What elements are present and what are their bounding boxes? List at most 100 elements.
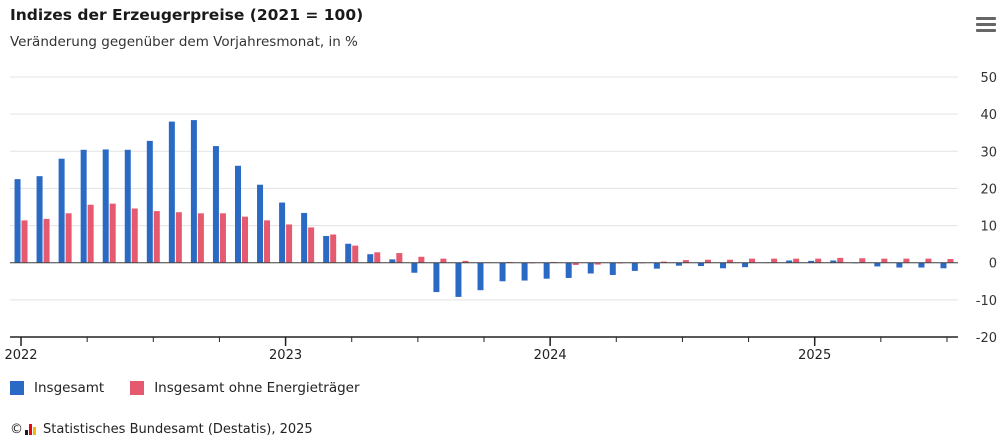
bar-insgesamt [102, 149, 109, 263]
bar-ohne-energie [264, 220, 271, 263]
bar-ohne-energie [572, 262, 579, 265]
y-tick-label: 10 [980, 220, 997, 235]
x-tick-label: 2023 [269, 348, 302, 363]
bar-insgesamt [367, 254, 374, 263]
bar-insgesamt [786, 260, 793, 263]
bar-insgesamt [124, 149, 131, 263]
chart-title: Indizes der Erzeugerpreise (2021 = 100) [10, 6, 364, 24]
bar-ohne-energie [308, 227, 315, 263]
y-tick-label: 20 [980, 182, 997, 197]
bar-insgesamt [653, 262, 660, 269]
bar-insgesamt [697, 262, 704, 267]
bar-insgesamt [587, 262, 594, 274]
bar-ohne-energie [594, 262, 601, 265]
source-text: Statistisches Bundesamt (Destatis), 2025 [43, 422, 313, 437]
bar-ohne-energie [660, 261, 667, 263]
bar-insgesamt [80, 149, 87, 263]
bar-insgesamt [58, 158, 65, 263]
bar-ohne-energie [352, 245, 359, 263]
bar-insgesamt [323, 235, 330, 263]
bar-ohne-energie [418, 256, 425, 263]
bar-insgesamt [14, 179, 21, 263]
bar-ohne-energie [925, 258, 932, 263]
bar-ohne-energie [771, 258, 778, 263]
bar-ohne-energie [440, 258, 447, 263]
x-tick-label: 2024 [534, 348, 567, 363]
bar-ohne-energie [903, 258, 910, 263]
bar-ohne-energie [330, 234, 337, 263]
bar-ohne-energie [286, 224, 293, 263]
bar-ohne-energie [131, 208, 138, 263]
bar-insgesamt [257, 184, 264, 263]
destatis-logo-icon [25, 424, 37, 435]
bar-ohne-energie [21, 220, 28, 263]
bar-insgesamt [455, 262, 462, 297]
bar-insgesamt [411, 262, 418, 273]
bar-ohne-energie [109, 203, 116, 263]
bar-insgesamt [212, 146, 219, 263]
bar-ohne-energie [815, 258, 822, 263]
bar-ohne-energie [396, 253, 403, 263]
bar-ohne-energie [727, 259, 734, 263]
bar-ohne-energie [704, 259, 711, 263]
bar-insgesamt [830, 260, 837, 263]
bar-ohne-energie [947, 259, 954, 263]
bar-insgesamt [190, 120, 197, 263]
bar-insgesamt [940, 262, 947, 269]
bar-insgesamt [36, 176, 43, 263]
legend-item-insgesamt[interactable]: Insgesamt [10, 380, 104, 396]
bar-ohne-energie [881, 258, 888, 263]
bar-insgesamt [896, 262, 903, 268]
bar-insgesamt [234, 165, 241, 263]
y-tick-label: -20 [976, 331, 997, 346]
bar-insgesamt [609, 262, 616, 275]
bar-insgesamt [675, 262, 682, 266]
legend-item-ohne-energie[interactable]: Insgesamt ohne Energieträger [130, 380, 360, 396]
bar-ohne-energie [197, 213, 204, 263]
bar-ohne-energie [793, 258, 800, 263]
copyright-symbol: © [10, 422, 23, 437]
bar-insgesamt [631, 262, 638, 271]
bar-ohne-energie [682, 260, 689, 263]
bar-ohne-energie [837, 257, 844, 263]
bar-chart: -20 -10 0 10 20 30 40 50 2022 2023 2024 2025 [4, 71, 997, 363]
bar-ohne-energie [462, 260, 469, 263]
legend-label-ohne-energie: Insgesamt ohne Energieträger [154, 380, 360, 396]
y-tick-label: 50 [980, 71, 997, 86]
legend: Insgesamt Insgesamt ohne Energieträger [10, 380, 386, 396]
x-tick-label: 2022 [4, 348, 37, 363]
bar-ohne-energie [219, 213, 226, 263]
bar-ohne-energie [153, 211, 160, 263]
chart-subtitle: Veränderung gegenüber dem Vorjahresmonat… [10, 34, 358, 50]
y-tick-label: -10 [976, 294, 997, 309]
bar-insgesamt [565, 262, 572, 278]
bar-insgesamt [808, 260, 815, 263]
y-tick-label: 40 [980, 108, 997, 123]
bar-ohne-energie [859, 258, 866, 263]
bar-insgesamt [389, 259, 396, 263]
bar-insgesamt [874, 262, 881, 267]
legend-label-insgesamt: Insgesamt [34, 380, 105, 396]
bar-insgesamt [543, 262, 550, 279]
bar-insgesamt [742, 262, 749, 268]
bar-ohne-energie [749, 258, 756, 263]
source-footer: © Statistisches Bundesamt (Destatis), 20… [10, 422, 313, 437]
hamburger-menu-icon[interactable] [976, 14, 996, 34]
legend-swatch-insgesamt [10, 381, 24, 395]
y-tick-label: 30 [980, 145, 997, 160]
bar-insgesamt [521, 262, 528, 281]
bar-insgesamt [345, 243, 352, 263]
bar-ohne-energie [374, 252, 381, 263]
bar-insgesamt [499, 262, 506, 282]
bar-ohne-energie [175, 212, 182, 263]
bar-ohne-energie [43, 218, 50, 263]
bar-ohne-energie [65, 213, 72, 263]
bar-insgesamt [477, 262, 484, 291]
bar-insgesamt [433, 262, 440, 293]
bar-insgesamt [918, 262, 925, 268]
bar-insgesamt [146, 140, 153, 263]
bar-ohne-energie [241, 216, 248, 263]
legend-swatch-ohne-energie [130, 381, 145, 395]
bar-ohne-energie [87, 204, 94, 263]
bar-insgesamt [168, 121, 175, 263]
